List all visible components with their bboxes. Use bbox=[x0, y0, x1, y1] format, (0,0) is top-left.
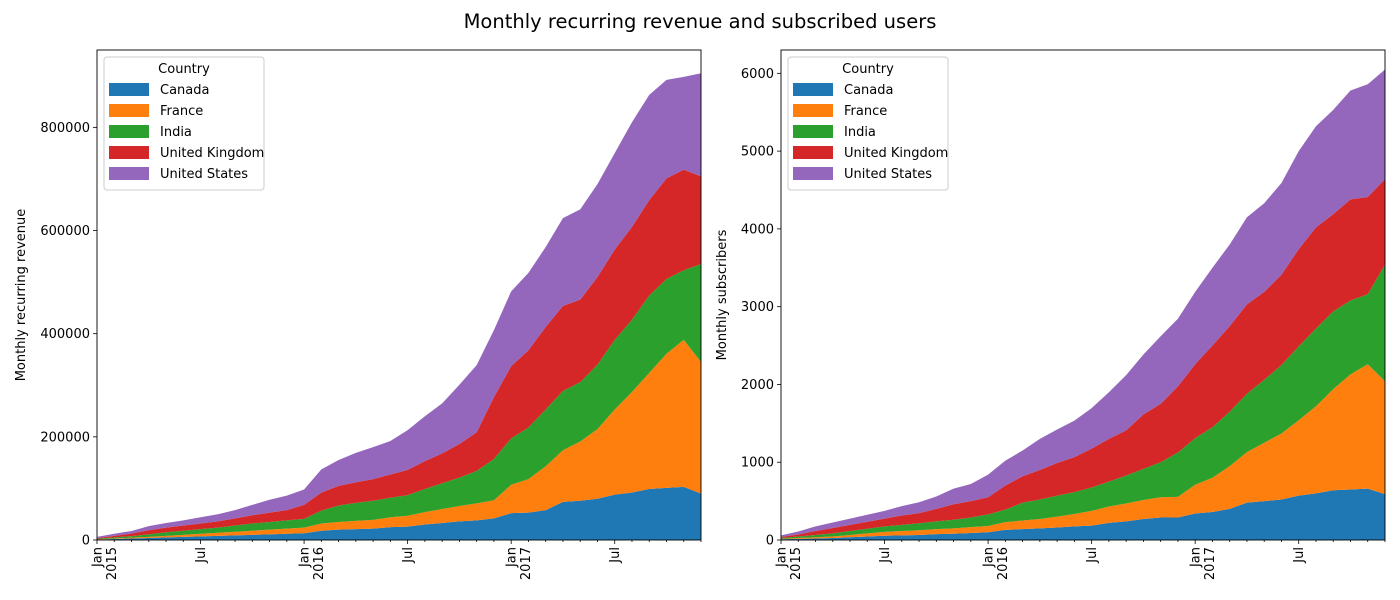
subscribers-y-tick-label: 6000 bbox=[741, 67, 774, 82]
revenue-x-tick-label: Jul bbox=[194, 547, 209, 564]
subscribers-legend-label-united-kingdom: United Kingdom bbox=[844, 146, 948, 161]
revenue-y-tick-label: 600000 bbox=[40, 224, 90, 239]
subscribers-y-tick-label: 3000 bbox=[741, 300, 774, 315]
subscribers-y-tick-label: 4000 bbox=[741, 222, 774, 237]
revenue-x-tick-year-label: 2015 bbox=[105, 547, 120, 580]
revenue-y-tick-label: 400000 bbox=[40, 327, 90, 342]
revenue-plot-frame bbox=[96, 49, 702, 541]
revenue-legend-swatch-india bbox=[109, 125, 149, 138]
subscribers-x-tick-label: Jan bbox=[1189, 547, 1204, 568]
subscribers-x-tick-year-label: 2016 bbox=[996, 547, 1011, 580]
revenue-x-tick-label: Jan bbox=[91, 547, 106, 568]
revenue-area-united-kingdom bbox=[97, 169, 701, 539]
revenue-area-france bbox=[97, 339, 701, 540]
subscribers-legend-swatch-canada bbox=[793, 83, 833, 96]
subscribers-x-tick-label: Jan bbox=[982, 547, 997, 568]
revenue-legend-label-france: France bbox=[160, 104, 203, 119]
revenue-y-axis-ticks: 0 200000 400000 600000 800000 bbox=[40, 121, 97, 549]
subscribers-area-united-states bbox=[781, 69, 1385, 537]
subscribers-area-layers bbox=[781, 69, 1385, 540]
subscribers-area-france bbox=[781, 364, 1385, 540]
revenue-legend-swatch-france bbox=[109, 104, 149, 117]
revenue-area-layers bbox=[97, 73, 701, 540]
subscribers-legend-label-canada: Canada bbox=[844, 83, 893, 98]
revenue-legend-label-india: India bbox=[160, 125, 192, 140]
revenue-x-tick-label: Jan bbox=[298, 547, 313, 568]
subscribers-legend-swatch-united-kingdom bbox=[793, 146, 833, 159]
subscribers-x-tick-label: Jul bbox=[1085, 547, 1100, 564]
revenue-legend-swatch-united-kingdom bbox=[109, 146, 149, 159]
subscribers-x-tick-label: Jul bbox=[878, 547, 893, 564]
subscribers-plot-frame bbox=[780, 49, 1386, 541]
revenue-x-axis-ticks: Jan 2015 Jul Jan 2016 Jul Jan 2017 Jul bbox=[91, 540, 702, 580]
subscribers-x-tick-year-label: 2015 bbox=[789, 547, 804, 580]
revenue-x-tick-label: Jan bbox=[505, 547, 520, 568]
revenue-legend-label-canada: Canada bbox=[160, 83, 209, 98]
revenue-y-tick-label: 200000 bbox=[40, 430, 90, 445]
revenue-legend-label-united-states: United States bbox=[160, 167, 248, 182]
subscribers-legend-swatch-united-states bbox=[793, 167, 833, 180]
subscribers-legend-label-united-states: United States bbox=[844, 167, 932, 182]
revenue-legend-title: Country bbox=[158, 62, 210, 77]
subscribers-legend: Country Canada France India United Kingdom Un… bbox=[787, 56, 949, 191]
revenue-legend: Country Canada France India United Kingdom Un… bbox=[103, 56, 265, 191]
subscribers-area-india bbox=[781, 264, 1385, 539]
subscribers-y-axis-label: Monthly subscribers bbox=[715, 229, 730, 360]
subscribers-area-united-kingdom bbox=[781, 179, 1385, 539]
subscribers-y-tick-label: 2000 bbox=[741, 378, 774, 393]
subscribers-legend-label-france: France bbox=[844, 104, 887, 119]
subscribers-x-tick-label: Jul bbox=[1292, 547, 1307, 564]
subscribers-legend-swatch-france bbox=[793, 104, 833, 117]
subscribers-legend-swatch-india bbox=[793, 125, 833, 138]
subscribers-y-tick-label: 5000 bbox=[741, 145, 774, 160]
revenue-x-tick-label: Jul bbox=[401, 547, 416, 564]
subscribers-x-axis-ticks: Jan 2015 Jul Jan 2016 Jul Jan 2017 Jul bbox=[775, 540, 1386, 580]
subscribers-y-tick-label: 1000 bbox=[741, 456, 774, 471]
revenue-y-tick-label: 0 bbox=[82, 534, 90, 549]
revenue-x-tick-label: Jul bbox=[608, 547, 623, 564]
subscribers-legend-label-india: India bbox=[844, 125, 876, 140]
subscribers-x-tick-label: Jan bbox=[775, 547, 790, 568]
revenue-legend-label-united-kingdom: United Kingdom bbox=[160, 146, 264, 161]
revenue-x-tick-year-label: 2016 bbox=[312, 547, 327, 580]
revenue-legend-swatch-canada bbox=[109, 83, 149, 96]
revenue-area-canada bbox=[97, 486, 701, 540]
subscribers-y-axis-ticks: 0 1000 2000 3000 4000 5000 6000 bbox=[741, 67, 781, 549]
revenue-y-tick-label: 800000 bbox=[40, 121, 90, 136]
subscribers-area-canada bbox=[781, 488, 1385, 540]
subscribers-legend-title: Country bbox=[842, 62, 894, 77]
revenue-y-axis-label: Monthly recurring revenue bbox=[14, 209, 29, 382]
revenue-legend-swatch-united-states bbox=[109, 167, 149, 180]
revenue-area-united-states bbox=[97, 73, 701, 538]
revenue-area-india bbox=[97, 264, 701, 540]
chart-title: Monthly recurring revenue and subscribed… bbox=[464, 10, 937, 33]
subscribers-x-tick-year-label: 2017 bbox=[1203, 547, 1218, 580]
subscribers-y-tick-label: 0 bbox=[766, 534, 774, 549]
revenue-x-tick-year-label: 2017 bbox=[519, 547, 534, 580]
